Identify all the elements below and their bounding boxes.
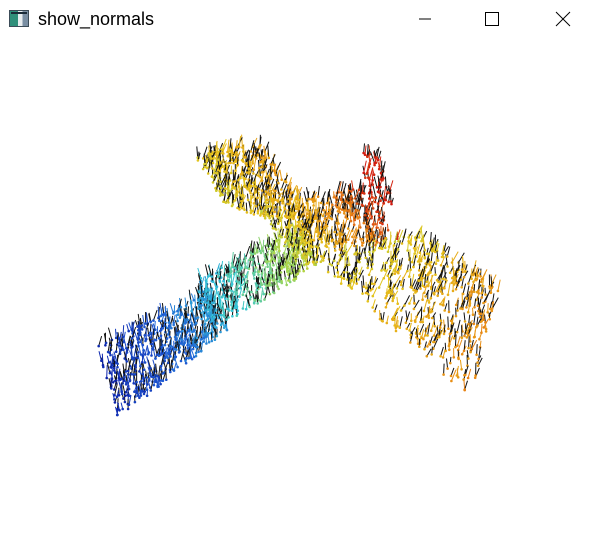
app-window-icon — [9, 10, 29, 27]
close-icon — [555, 11, 571, 27]
render-viewport[interactable] — [0, 38, 595, 537]
maximize-button[interactable] — [469, 0, 515, 38]
minimize-button[interactable] — [402, 0, 448, 38]
close-button[interactable] — [540, 0, 586, 38]
maximize-icon — [484, 11, 500, 27]
title-bar[interactable]: show_normals — [0, 0, 595, 38]
point-cloud-normals-render[interactable] — [0, 38, 595, 537]
point-cloud — [97, 135, 500, 417]
minimize-icon — [417, 11, 433, 27]
window-title: show_normals — [38, 8, 154, 30]
